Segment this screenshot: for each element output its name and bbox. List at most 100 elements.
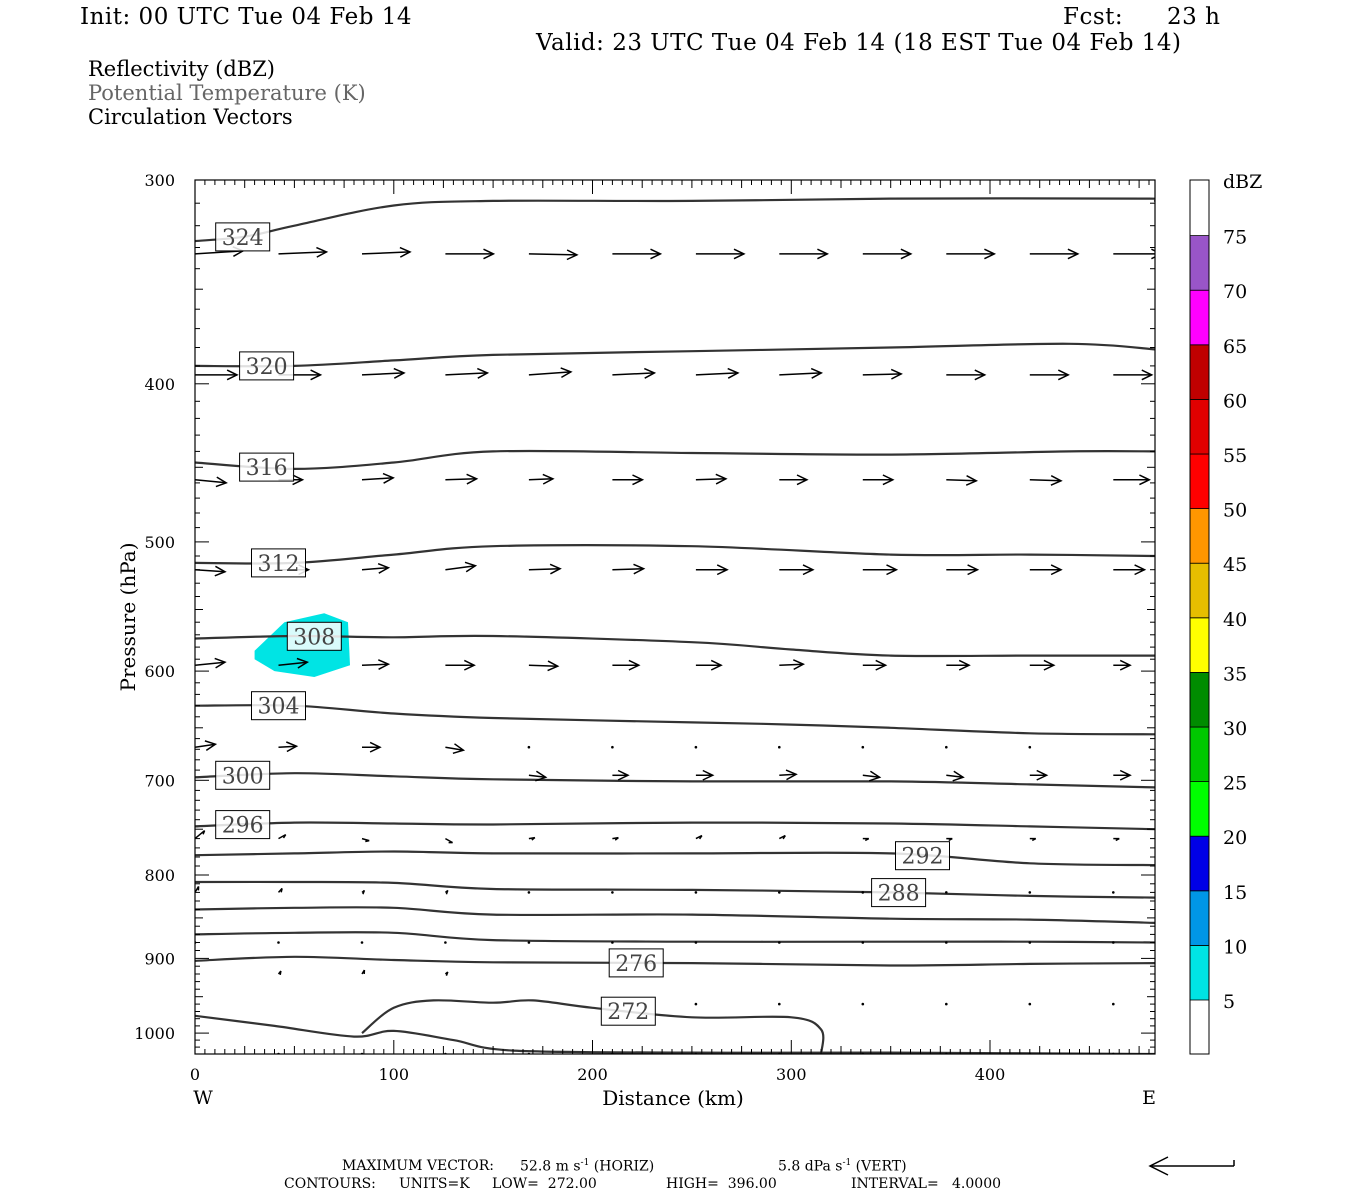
svg-text:320: 320 bbox=[246, 355, 288, 380]
contours-low: LOW= 272.00 bbox=[492, 1176, 597, 1192]
circulation-vector bbox=[1029, 564, 1063, 576]
x-left-label-west: W bbox=[193, 1087, 213, 1109]
theta-contour-label-316: 316 bbox=[239, 452, 295, 482]
circulation-vector bbox=[946, 564, 980, 576]
legend-potential-temperature: Potential Temperature (K) bbox=[88, 81, 366, 105]
y-tick-label: 300 bbox=[144, 171, 175, 190]
circulation-vector bbox=[862, 474, 895, 486]
theta-contour-label-296: 296 bbox=[215, 810, 271, 840]
circulation-vector bbox=[612, 563, 646, 575]
valid-time: Valid: 23 UTC Tue 04 Feb 14 (18 EST Tue … bbox=[536, 30, 1182, 56]
circulation-vector bbox=[612, 769, 630, 781]
circulation-vector bbox=[862, 837, 870, 842]
theta-contour-label-272: 272 bbox=[600, 996, 656, 1026]
colorbar-swatch bbox=[1189, 835, 1210, 892]
circulation-vector bbox=[695, 834, 703, 840]
vector-point bbox=[945, 891, 948, 894]
y-axis-title: Pressure (hPa) bbox=[116, 543, 140, 692]
vector-point bbox=[945, 745, 948, 749]
circulation-vector bbox=[361, 837, 370, 843]
colorbar-swatch bbox=[1189, 453, 1210, 509]
svg-text:292: 292 bbox=[902, 845, 944, 870]
vector-point bbox=[444, 941, 447, 944]
colorbar-swatch bbox=[1189, 344, 1210, 400]
contours-units: UNITS=K bbox=[399, 1176, 470, 1192]
theta-contour-label-276: 276 bbox=[608, 948, 664, 978]
colorbar-label: 65 bbox=[1223, 336, 1247, 358]
colorbar-label: 60 bbox=[1223, 390, 1247, 412]
vector-point bbox=[778, 891, 781, 894]
vector-point bbox=[861, 941, 865, 944]
vector-point bbox=[527, 891, 531, 894]
vector-point bbox=[277, 941, 280, 944]
theta-contour-272 bbox=[361, 999, 825, 1054]
colorbar-label: 45 bbox=[1223, 554, 1247, 576]
vector-point bbox=[778, 1002, 781, 1006]
colorbar-label: 50 bbox=[1223, 500, 1247, 522]
circulation-vector bbox=[528, 563, 562, 575]
vector-point bbox=[527, 941, 531, 944]
colorbar-label: 70 bbox=[1223, 281, 1247, 303]
circulation-vector bbox=[1113, 837, 1120, 842]
vector-point bbox=[1028, 745, 1032, 749]
colorbar-swatch bbox=[1189, 945, 1210, 1001]
vector-point bbox=[694, 941, 698, 944]
theta-contour-276 bbox=[195, 955, 1155, 967]
x-tick-label: 300 bbox=[776, 1065, 807, 1084]
colorbar-swatch bbox=[1189, 508, 1210, 564]
colorbar-swatch bbox=[1189, 617, 1210, 673]
x-tick-label: 100 bbox=[378, 1065, 409, 1084]
vector-point bbox=[527, 745, 531, 749]
vector-point bbox=[694, 891, 698, 894]
forecast-label: Fcst: bbox=[1063, 4, 1124, 30]
forecast-hour: 23 h bbox=[1167, 4, 1221, 30]
circulation-vector bbox=[445, 248, 496, 260]
colorbar-label: 20 bbox=[1223, 827, 1247, 849]
circulation-vector bbox=[695, 564, 729, 576]
circulation-vector bbox=[195, 657, 227, 669]
circulation-vector bbox=[278, 246, 329, 258]
circulation-vector bbox=[695, 248, 746, 260]
legend-circulation-vectors: Circulation Vectors bbox=[88, 105, 293, 129]
x-tick-label: 0 bbox=[190, 1065, 200, 1084]
circulation-vector bbox=[361, 246, 412, 258]
colorbar-swatch bbox=[1189, 890, 1210, 946]
circulation-vector bbox=[528, 770, 548, 782]
circulation-vector bbox=[528, 367, 573, 379]
circulation-vector bbox=[1029, 659, 1056, 671]
circulation-vector bbox=[362, 741, 382, 753]
colorbar-label: 10 bbox=[1223, 936, 1247, 958]
circulation-vector bbox=[779, 367, 824, 379]
circulation-vectors bbox=[195, 246, 1155, 1054]
vector-point bbox=[1112, 1002, 1115, 1006]
circulation-vector bbox=[1029, 837, 1037, 842]
colorbar-label: 55 bbox=[1223, 445, 1247, 467]
y-tick-label: 400 bbox=[144, 375, 175, 394]
circulation-vector bbox=[1029, 475, 1063, 486]
x-right-label-east: E bbox=[1142, 1087, 1156, 1109]
theta-contour-312 bbox=[195, 544, 1155, 565]
circulation-vector bbox=[946, 659, 971, 671]
theta-contour-300 bbox=[195, 772, 1155, 789]
circulation-vector bbox=[695, 769, 715, 781]
theta-contour-label-288: 288 bbox=[871, 878, 927, 908]
circulation-vector bbox=[862, 659, 888, 671]
x-tick-label: 400 bbox=[975, 1065, 1006, 1084]
vector-point bbox=[1112, 941, 1115, 944]
circulation-vector bbox=[445, 743, 466, 755]
circulation-vector bbox=[1113, 769, 1132, 781]
circulation-vector bbox=[862, 248, 913, 260]
circulation-vector bbox=[528, 836, 536, 841]
theta-contour-label-300: 300 bbox=[215, 760, 271, 790]
circulation-vector bbox=[277, 970, 282, 976]
circulation-vector bbox=[361, 889, 366, 895]
colorbar-swatch bbox=[1189, 781, 1210, 837]
contours-interval: INTERVAL= 4.0000 bbox=[851, 1176, 1002, 1192]
svg-text:308: 308 bbox=[293, 625, 335, 650]
vector-point bbox=[861, 1002, 865, 1006]
circulation-vector bbox=[361, 367, 406, 379]
y-tick-label: 800 bbox=[144, 866, 175, 885]
circulation-vector bbox=[445, 659, 476, 671]
x-axis-title: Distance (km) bbox=[602, 1086, 744, 1110]
svg-text:324: 324 bbox=[222, 226, 264, 251]
